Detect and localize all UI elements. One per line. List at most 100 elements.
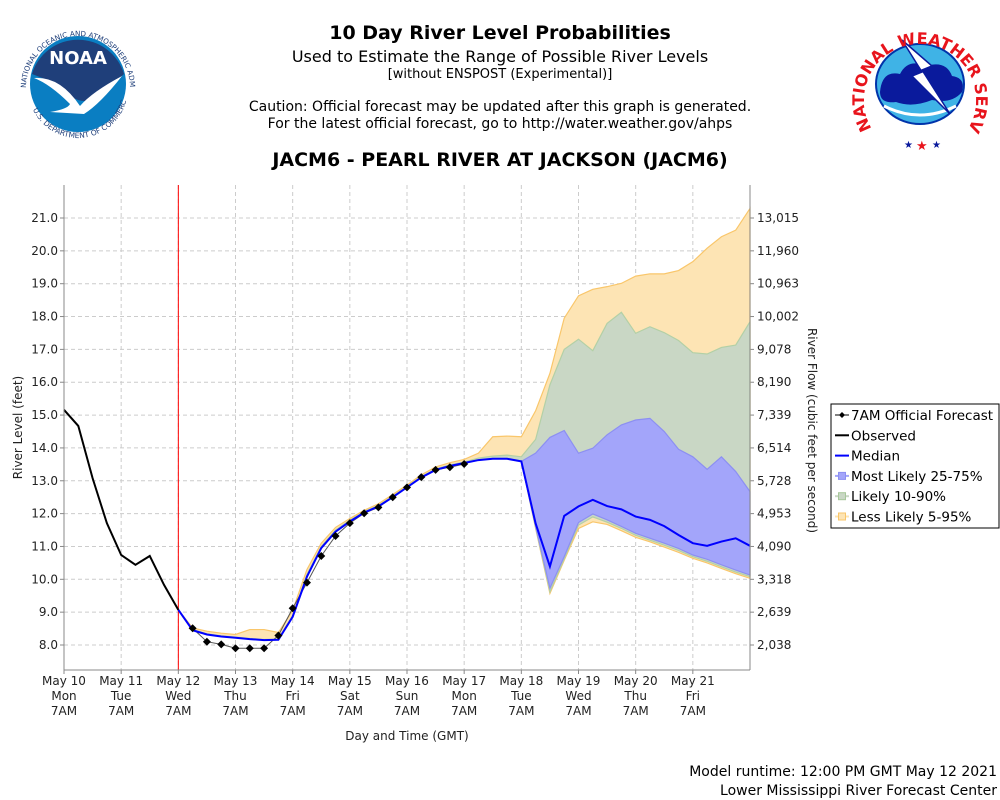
x-tick-label: May 14 [271,674,315,688]
official-forecast-point [245,644,254,653]
official-forecast-point [288,604,297,613]
legend-swatch-square [838,471,846,480]
y-tick-label: 9.0 [39,605,58,619]
x-tick-label: 7AM [165,704,191,718]
official-forecast-point [202,637,211,646]
official-forecast-point [302,578,311,587]
official-forecast-point [417,473,426,482]
x-tick-label: Sun [396,689,419,703]
official-forecast-point [374,503,383,512]
y-tick-label: 18.0 [31,310,58,324]
svg-text:★: ★ [932,140,941,151]
caution-text: Caution: Official forecast may be update… [248,99,752,115]
chart-title: 10 Day River Level Probabilities [329,22,671,44]
station-title: JACM6 - PEARL RIVER AT JACKSON (JACM6) [272,149,728,171]
x-tick-label: 7AM [222,704,248,718]
chart-subtitle: Used to Estimate the Range of Possible R… [291,47,709,66]
x-tick-label: May 12 [156,674,200,688]
y-tick-label: 14.0 [31,441,58,455]
x-tick-label: Sat [340,689,360,703]
y-tick-label: 13.0 [31,474,58,488]
y-tick-label: 19.0 [31,277,58,291]
y-right-tick-label: 10,963 [757,277,799,291]
x-tick-label: 7AM [508,704,534,718]
y-right-tick-label: 8,190 [757,375,791,389]
x-tick-label: May 17 [442,674,486,688]
legend-diamond-icon [839,412,845,418]
official-forecast-point [317,551,326,560]
x-tick-label: May 11 [99,674,143,688]
y-tick-label: 12.0 [31,507,58,521]
forecast-center: Lower Mississippi River Forecast Center [720,783,997,799]
official-forecast-point [217,640,226,649]
y-right-tick-label: 2,639 [757,605,791,619]
y-right-tick-label: 11,960 [757,244,799,258]
legend-swatch-square [838,512,846,521]
x-tick-label: 7AM [451,704,477,718]
y-tick-label: 8.0 [39,638,58,652]
x-tick-label: Tue [510,689,532,703]
x-tick-label: Wed [165,689,191,703]
y-right-tick-label: 2,038 [757,638,791,652]
y-tick-label: 20.0 [31,244,58,258]
legend-swatch-square [838,492,846,501]
official-forecast-point [445,463,454,472]
nws-logo: NATIONAL WEATHER SERVICE ★★★ [852,14,988,154]
official-forecast-point [360,509,369,518]
legend-label: Less Likely 5-95% [851,510,972,526]
y-tick-label: 10.0 [31,572,58,586]
y-tick-label: 21.0 [31,211,58,225]
x-tick-label: May 13 [214,674,258,688]
svg-text:NOAA: NOAA [49,48,107,69]
official-forecast-point [460,460,469,469]
x-tick-label: May 15 [328,674,372,688]
y-right-tick-label: 6,514 [757,441,791,455]
y-right-tick-label: 9,078 [757,342,791,356]
official-forecast-point [231,644,240,653]
y-tick-label: 16.0 [31,375,58,389]
x-tick-label: May 21 [671,674,715,688]
x-tick-label: 7AM [280,704,306,718]
x-tick-label: 7AM [108,704,134,718]
svg-text:★: ★ [904,140,913,151]
y-right-tick-label: 4,953 [757,507,791,521]
x-tick-label: 7AM [623,704,649,718]
legend: 7AM Official Forecast Observed Median Most … [830,403,1000,529]
x-tick-label: 7AM [51,704,77,718]
x-tick-label: Tue [110,689,132,703]
y-right-tick-label: 3,318 [757,572,791,586]
legend-label: Observed [851,428,916,444]
official-forecast-point [403,483,411,492]
y-right-tick-label: 7,339 [757,408,791,422]
y-right-tick-label: 4,090 [757,539,791,553]
x-tick-label: Mon [452,689,477,703]
legend-label: Most Likely 25-75% [851,469,983,485]
x-tick-label: 7AM [680,704,706,718]
y-axis-label: River Level (feet) [11,376,25,479]
official-forecast-point [388,493,397,502]
model-runtime: Model runtime: 12:00 PM GMT May 12 2021 [689,764,997,780]
x-tick-label: Wed [565,689,591,703]
y-right-tick-label: 13,015 [757,211,799,225]
official-forecast-point [260,644,269,653]
x-axis-label: Day and Time (GMT) [345,729,468,743]
x-tick-label: Fri [286,689,300,703]
x-tick-label: May 16 [385,674,429,688]
y-right-axis-label: River Flow (cubic feet per second) [805,328,819,533]
x-tick-label: May 18 [499,674,543,688]
legend-label: Median [851,449,900,465]
observed-line [63,409,180,611]
legend-box [830,403,1000,529]
official-forecast-point [431,465,440,474]
x-tick-label: Thu [223,689,247,703]
caution-link-text: For the latest official forecast, go to … [267,116,733,132]
x-tick-label: 7AM [337,704,363,718]
y-tick-label: 17.0 [31,342,58,356]
x-tick-label: Fri [686,689,700,703]
x-tick-label: 7AM [394,704,420,718]
legend-label: 7AM Official Forecast [851,408,993,424]
legend-label: Likely 10-90% [851,489,946,505]
y-right-tick-label: 5,728 [757,474,791,488]
official-forecast-point [188,624,197,633]
noaa-logo: NOAA NATIONAL OCEANIC AND ATMOSPHERIC AD… [10,14,137,140]
